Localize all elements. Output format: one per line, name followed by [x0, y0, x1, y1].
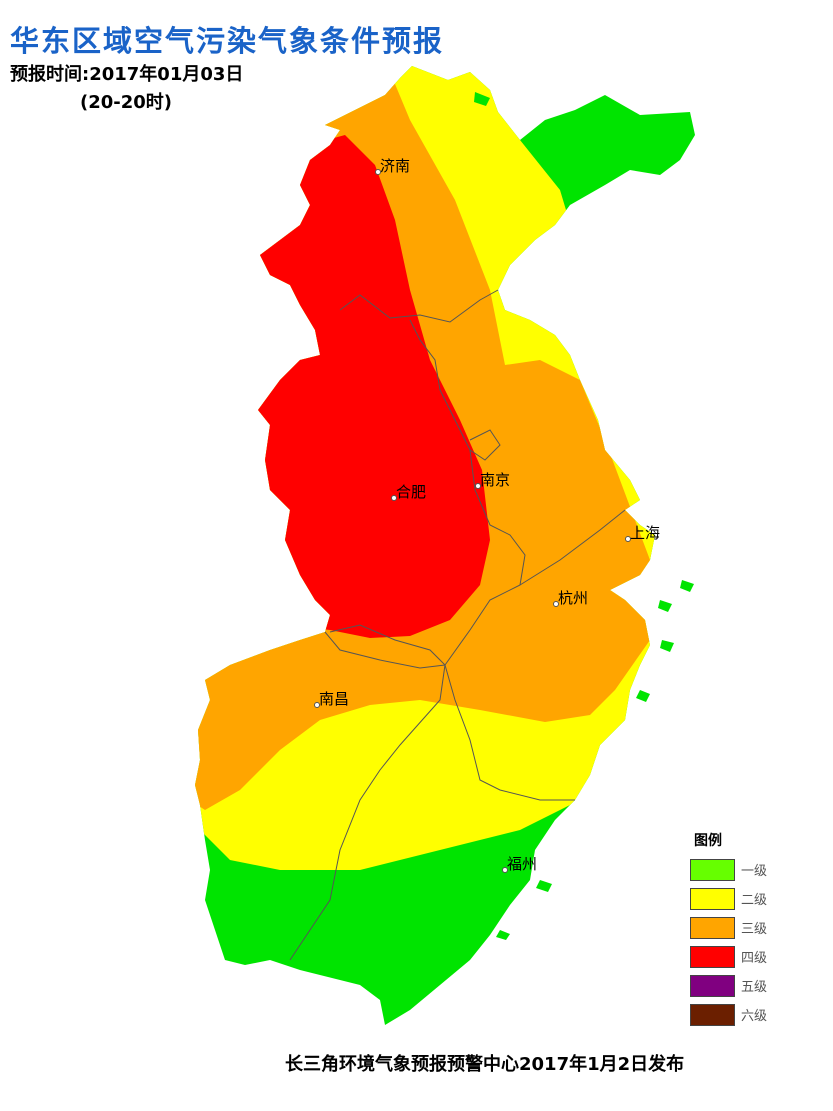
city-hefei: 合肥 — [391, 483, 426, 501]
legend-label: 五级 — [741, 980, 768, 995]
city-nanjing: 南京 — [475, 471, 510, 489]
city-shanghai: 上海 — [625, 524, 660, 542]
legend-label: 四级 — [741, 951, 768, 966]
legend: 图例 一级 二级 三级 四级 五级 六级 — [690, 830, 800, 1029]
city-jinan: 济南 — [375, 157, 410, 175]
legend-title: 图例 — [694, 833, 722, 849]
legend-label: 六级 — [741, 1009, 768, 1024]
city-label-nanjing: 南京 — [480, 471, 510, 489]
publisher-footer: 长三角环境气象预报预警中心2017年1月2日发布 — [285, 1054, 685, 1075]
city-label-hefei: 合肥 — [396, 483, 426, 501]
legend-item-level-4: 四级 — [690, 942, 800, 971]
legend-item-level-3: 三级 — [690, 913, 800, 942]
legend-swatch — [690, 887, 735, 910]
city-label-jinan: 济南 — [380, 157, 410, 175]
legend-label: 三级 — [741, 922, 768, 937]
legend-item-level-6: 六级 — [690, 1000, 800, 1029]
city-label-shanghai: 上海 — [630, 524, 660, 542]
city-label-nanchang: 南昌 — [319, 690, 349, 708]
province-boundaries — [289, 289, 626, 961]
forecast-time: 预报时间:2017年01月03日 — [10, 64, 244, 85]
offshore-islands — [436, 92, 694, 976]
legend-item-level-2: 二级 — [690, 884, 800, 913]
legend-swatch — [690, 858, 735, 881]
city-hangzhou: 杭州 — [553, 589, 588, 607]
city-nanchang: 南昌 — [314, 690, 349, 708]
city-fuzhou: 福州 — [502, 855, 537, 873]
legend-swatch — [690, 916, 735, 939]
forecast-period: (20-20时) — [80, 92, 173, 113]
legend-swatch — [690, 974, 735, 997]
legend-item-level-1: 一级 — [690, 855, 800, 884]
legend-label: 一级 — [741, 864, 768, 879]
legend-swatch — [690, 945, 735, 968]
legend-swatch — [690, 1003, 735, 1026]
map-title: 华东区域空气污染气象条件预报 — [10, 24, 445, 58]
legend-label: 二级 — [741, 893, 768, 908]
legend-item-level-5: 五级 — [690, 971, 800, 1000]
city-label-hangzhou: 杭州 — [558, 589, 588, 607]
zone-level-4 — [250, 135, 490, 638]
city-label-fuzhou: 福州 — [507, 855, 537, 873]
